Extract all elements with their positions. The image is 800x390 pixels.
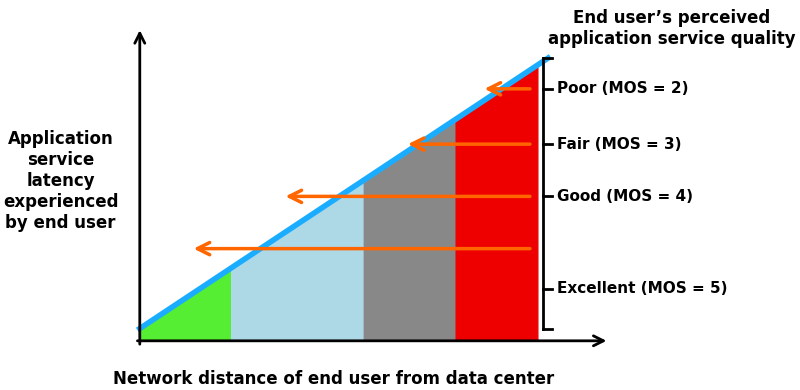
- Text: Good (MOS = 4): Good (MOS = 4): [558, 189, 694, 204]
- Polygon shape: [456, 65, 538, 341]
- Text: End user’s perceived
application service quality: End user’s perceived application service…: [548, 9, 796, 48]
- Polygon shape: [140, 268, 232, 341]
- Polygon shape: [232, 180, 364, 341]
- Text: Fair (MOS = 3): Fair (MOS = 3): [558, 136, 682, 152]
- Polygon shape: [364, 119, 456, 341]
- Text: Network distance of end user from data center: Network distance of end user from data c…: [113, 370, 554, 388]
- Text: Excellent (MOS = 5): Excellent (MOS = 5): [558, 281, 728, 296]
- Text: Application
service
latency
experienced
by end user: Application service latency experienced …: [3, 130, 118, 232]
- Text: Poor (MOS = 2): Poor (MOS = 2): [558, 82, 689, 96]
